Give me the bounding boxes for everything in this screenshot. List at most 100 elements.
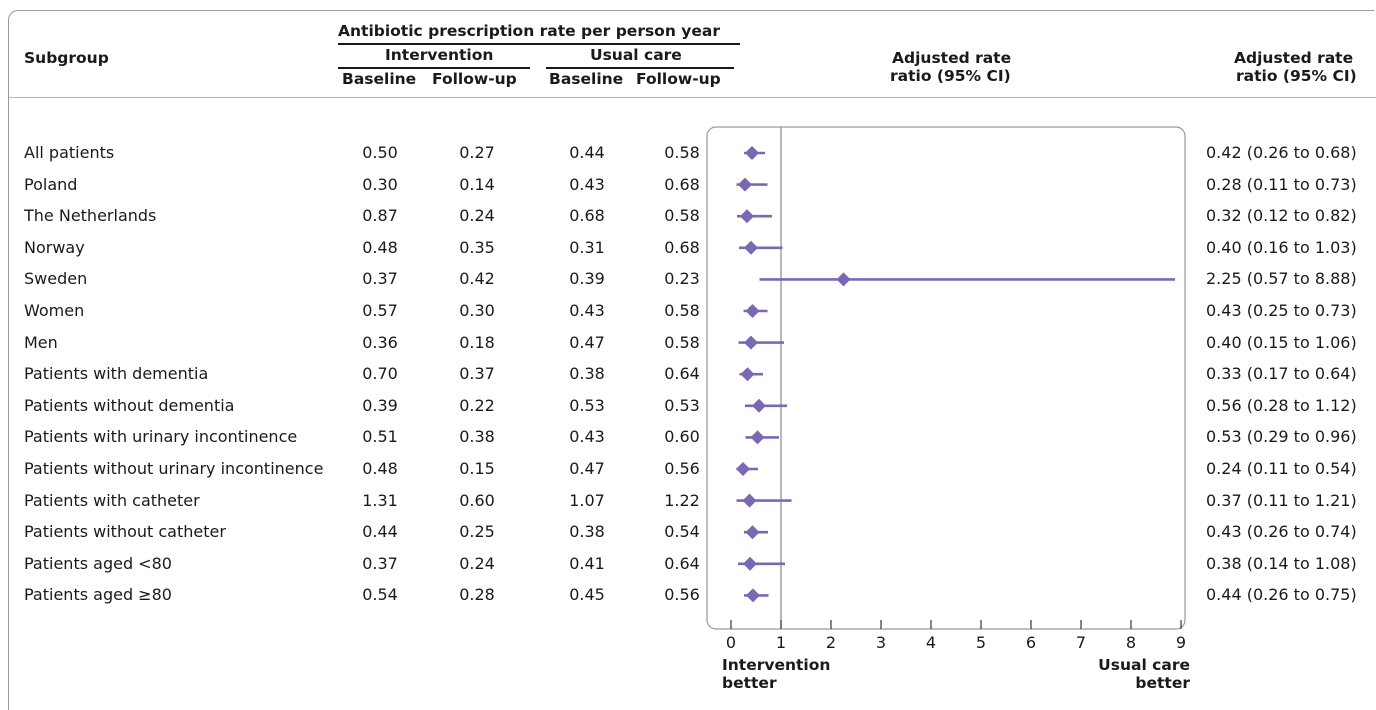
row-label: Norway	[24, 237, 85, 257]
cell-uc-fu: 0.68	[664, 237, 700, 257]
cell-int-base: 0.51	[362, 427, 398, 447]
ci-text: 0.38 (0.14 to 1.08)	[1206, 553, 1357, 573]
cell-uc-base: 0.53	[569, 395, 605, 415]
cell-uc-fu: 0.53	[664, 395, 700, 415]
cell-int-fu: 0.60	[459, 490, 495, 510]
estimate-marker	[740, 209, 754, 224]
row-label: Sweden	[24, 269, 88, 289]
cell-int-fu: 0.27	[459, 143, 495, 162]
estimate-marker	[740, 367, 755, 382]
cell-int-base: 0.54	[362, 585, 398, 605]
estimate-marker	[752, 398, 766, 413]
x-tick-label: 0	[726, 633, 736, 652]
ci-text: 0.43 (0.25 to 0.73)	[1206, 301, 1357, 320]
cell-int-base: 0.30	[362, 174, 398, 194]
estimate-marker	[745, 525, 760, 540]
header-intervention-underline	[338, 67, 530, 69]
row-label: Patients with urinary incontinence	[24, 427, 298, 447]
cell-int-base: 0.48	[362, 237, 398, 257]
cell-int-base: 0.87	[362, 206, 398, 226]
x-tick-label: 2	[826, 633, 836, 652]
cell-int-fu: 0.37	[459, 364, 495, 384]
ci-text: 2.25 (0.57 to 8.88)	[1206, 269, 1357, 289]
estimate-marker	[745, 304, 760, 318]
cell-int-fu: 0.38	[459, 427, 495, 447]
row-label: Women	[24, 301, 85, 320]
estimate-marker	[745, 146, 759, 160]
header-intervention: Intervention	[385, 46, 494, 64]
row-label: All patients	[24, 143, 115, 162]
estimate-marker	[742, 493, 757, 508]
cell-uc-base: 0.45	[569, 585, 605, 605]
estimate-marker	[836, 272, 851, 287]
cell-int-base: 0.57	[362, 301, 398, 320]
row-label: Poland	[24, 174, 78, 194]
usual-care-better-caption: Usual care	[1098, 656, 1190, 674]
x-tick-label: 8	[1126, 633, 1136, 652]
row-label: Patients without urinary incontinence	[24, 459, 324, 478]
cell-uc-fu: 0.64	[664, 364, 700, 384]
x-tick-label: 1	[776, 633, 786, 652]
header-int-baseline: Baseline	[342, 70, 417, 88]
x-tick-label: 4	[926, 633, 936, 652]
cell-uc-base: 0.31	[569, 237, 605, 257]
ci-text: 0.53 (0.29 to 0.96)	[1206, 427, 1357, 447]
header-usual-care-underline	[546, 67, 734, 69]
header-int-followup: Follow-up	[432, 70, 517, 88]
header-usual-care: Usual care	[590, 46, 682, 64]
header-subgroup: Subgroup	[24, 49, 109, 67]
cell-uc-base: 0.43	[569, 301, 605, 320]
cell-int-base: 0.70	[362, 364, 398, 384]
estimate-marker	[743, 556, 757, 571]
ci-text: 0.43 (0.26 to 0.74)	[1206, 522, 1357, 542]
cell-uc-fu: 0.58	[664, 206, 700, 226]
cell-uc-fu: 0.56	[664, 459, 700, 478]
cell-uc-base: 0.44	[569, 143, 605, 162]
cell-uc-fu: 1.22	[664, 490, 700, 510]
header-rate-title: Antibiotic prescription rate per person …	[338, 22, 720, 40]
header-adj-rate-plot-2: ratio (95% CI)	[890, 67, 1011, 85]
x-tick-label: 7	[1076, 633, 1086, 652]
ci-text: 0.32 (0.12 to 0.82)	[1206, 206, 1357, 226]
cell-uc-fu: 0.64	[664, 553, 700, 573]
cell-uc-fu: 0.23	[664, 269, 700, 289]
cell-uc-fu: 0.58	[664, 332, 700, 352]
ci-text: 0.24 (0.11 to 0.54)	[1206, 459, 1357, 478]
cell-uc-base: 0.43	[569, 174, 605, 194]
x-tick-label: 9	[1176, 633, 1186, 652]
cell-int-fu: 0.14	[459, 174, 495, 194]
cell-uc-fu: 0.58	[664, 143, 700, 162]
cell-int-fu: 0.42	[459, 269, 495, 289]
cell-uc-base: 0.41	[569, 553, 605, 573]
cell-uc-base: 0.47	[569, 459, 605, 478]
header-divider	[9, 97, 1376, 98]
ci-text: 0.42 (0.26 to 0.68)	[1206, 143, 1357, 162]
cell-int-base: 0.39	[362, 395, 398, 415]
estimate-marker	[746, 588, 760, 603]
cell-uc-base: 0.68	[569, 206, 605, 226]
cell-int-base: 1.31	[362, 490, 398, 510]
cell-uc-base: 0.38	[569, 364, 605, 384]
cell-int-fu: 0.30	[459, 301, 495, 320]
row-label: Patients aged <80	[24, 553, 172, 573]
row-label: The Netherlands	[24, 206, 157, 226]
cell-int-base: 0.36	[362, 332, 398, 352]
cell-int-fu: 0.18	[459, 332, 495, 352]
cell-uc-fu: 0.58	[664, 301, 700, 320]
estimate-marker	[744, 335, 758, 350]
ci-text: 0.40 (0.15 to 1.06)	[1206, 332, 1357, 352]
cell-uc-fu: 0.54	[664, 522, 700, 542]
cell-int-base: 0.44	[362, 522, 398, 542]
row-label: Patients without catheter	[24, 522, 226, 542]
cell-int-fu: 0.28	[459, 585, 495, 605]
row-label: Patients aged ≥80	[24, 585, 172, 605]
x-tick-label: 3	[876, 633, 886, 652]
usual-care-better-caption-2: better	[1135, 674, 1190, 692]
cell-int-fu: 0.25	[459, 522, 495, 542]
cell-int-fu: 0.24	[459, 553, 495, 573]
cell-int-fu: 0.35	[459, 237, 495, 257]
row-label: Patients with dementia	[24, 364, 209, 384]
header-adj-rate-col-1: Adjusted rate	[1234, 49, 1354, 67]
cell-uc-fu: 0.56	[664, 585, 700, 605]
